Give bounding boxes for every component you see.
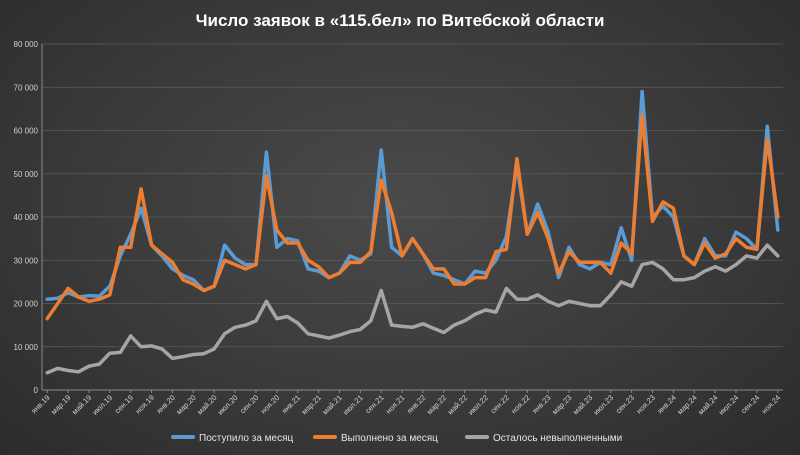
y-tick-label: 0 xyxy=(34,386,39,395)
x-tick-label: май.24 xyxy=(696,393,719,416)
y-tick-label: 40 000 xyxy=(14,213,39,222)
x-tick-label: сен.23 xyxy=(614,393,636,415)
x-tick-label: янв.21 xyxy=(280,393,302,415)
legend: Поступило за месяц Выполнено за месяц Оста… xyxy=(171,433,622,444)
x-tick-label: ноя.23 xyxy=(634,393,656,415)
x-tick-label: сен.22 xyxy=(489,393,511,415)
series-layer xyxy=(45,89,780,375)
x-tick-label: мар.24 xyxy=(675,393,698,416)
y-tick-label: 30 000 xyxy=(14,256,39,265)
x-tick-label: ноя.20 xyxy=(259,393,281,415)
x-tick-label: мар.23 xyxy=(550,393,573,416)
x-tick-label: май.23 xyxy=(571,393,594,416)
x-tick-label: июл.21 xyxy=(341,393,365,417)
chart-title: Число заявок в «115.бел» по Витебской об… xyxy=(196,11,605,30)
x-axis-ticks: янв.19мар.19май.19июл.19сен.19ноя.19янв.… xyxy=(29,390,782,417)
x-tick-label: янв.19 xyxy=(29,393,51,415)
legend-label: Поступило за месяц xyxy=(199,433,294,444)
y-tick-label: 20 000 xyxy=(14,300,39,309)
legend-label: Осталось невыполненными xyxy=(493,433,622,444)
series-line-1 xyxy=(45,113,780,321)
y-tick-label: 50 000 xyxy=(14,170,39,179)
x-tick-label: мар.21 xyxy=(300,393,323,416)
x-tick-label: ноя.24 xyxy=(760,393,782,415)
x-tick-label: июл.22 xyxy=(466,393,490,417)
y-tick-label: 60 000 xyxy=(14,127,39,136)
x-tick-label: сен.19 xyxy=(113,393,135,415)
x-tick-label: мар.20 xyxy=(174,393,197,416)
x-tick-label: сен.21 xyxy=(363,393,385,415)
x-tick-label: сен.20 xyxy=(238,393,260,415)
x-tick-label: янв.20 xyxy=(155,393,177,415)
y-axis-ticks: 0 10 000 20 000 30 000 40 000 50 000 60 000 70 … xyxy=(14,40,39,395)
x-tick-label: июл.23 xyxy=(592,393,616,417)
x-tick-label: май.20 xyxy=(195,393,218,416)
x-tick-label: янв.22 xyxy=(405,393,427,415)
series-line-2 xyxy=(45,243,780,375)
x-tick-label: май.22 xyxy=(446,393,469,416)
x-tick-label: июл.24 xyxy=(717,393,741,417)
x-tick-label: ноя.22 xyxy=(509,393,531,415)
x-tick-label: май.19 xyxy=(70,393,93,416)
x-tick-label: май.21 xyxy=(321,393,344,416)
y-tick-label: 70 000 xyxy=(14,83,39,92)
y-tick-label: 10 000 xyxy=(14,343,39,352)
x-tick-label: июл.19 xyxy=(91,393,115,417)
series-line-0 xyxy=(45,89,780,301)
x-tick-label: июл.20 xyxy=(216,393,240,417)
x-tick-label: ноя.21 xyxy=(384,393,406,415)
x-tick-label: ноя.19 xyxy=(134,393,156,415)
legend-label: Выполнено за месяц xyxy=(341,433,438,444)
x-tick-label: сен.24 xyxy=(739,393,761,415)
x-tick-label: мар.22 xyxy=(425,393,448,416)
x-tick-label: янв.24 xyxy=(655,393,677,415)
x-tick-label: мар.19 xyxy=(49,393,72,416)
x-tick-label: янв.23 xyxy=(530,393,552,415)
y-tick-label: 80 000 xyxy=(14,40,39,49)
